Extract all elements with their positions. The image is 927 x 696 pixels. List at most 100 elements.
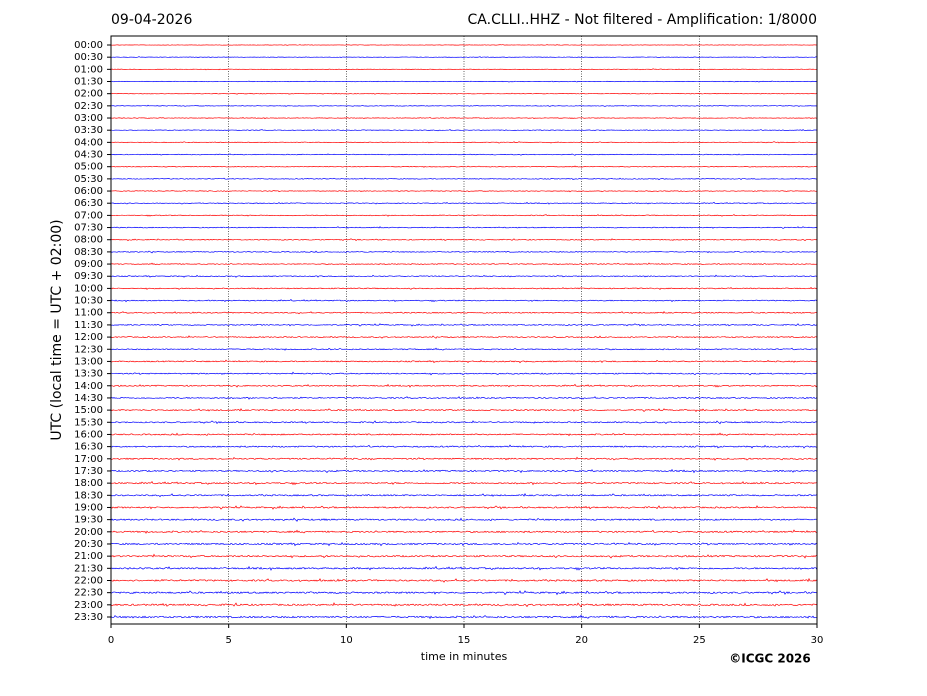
- y-tick-label: 22:00: [74, 575, 103, 586]
- y-tick-label: 08:00: [74, 235, 103, 246]
- seismic-trace: [110, 359, 818, 364]
- y-tick-label: 20:30: [74, 539, 103, 550]
- seismic-trace: [110, 44, 818, 46]
- seismic-trace: [110, 553, 818, 559]
- seismic-trace: [110, 335, 818, 339]
- y-tick-label: 07:30: [74, 223, 103, 234]
- seismic-trace: [110, 408, 818, 413]
- seismic-trace: [110, 311, 818, 315]
- seismic-trace: [110, 444, 818, 449]
- x-tick-label: 25: [693, 635, 706, 646]
- seismic-trace: [110, 80, 818, 83]
- seismic-trace: [110, 614, 818, 620]
- y-tick-label: 12:30: [74, 344, 103, 355]
- y-tick-label: 05:00: [74, 162, 103, 173]
- seismic-trace: [110, 590, 818, 596]
- x-tick-label: 5: [225, 635, 231, 646]
- y-tick-label: 10:00: [74, 283, 103, 294]
- y-tick-label: 20:00: [74, 527, 103, 538]
- y-tick-label: 03:00: [74, 113, 103, 124]
- seismic-trace: [110, 432, 818, 437]
- x-axis-label: time in minutes: [421, 650, 508, 663]
- seismic-trace: [110, 517, 818, 523]
- x-tick-label: 15: [458, 635, 471, 646]
- y-tick-label: 05:30: [74, 174, 103, 185]
- seismic-trace: [110, 577, 818, 583]
- y-tick-label: 14:00: [74, 381, 103, 392]
- y-tick-label: 16:30: [74, 442, 103, 453]
- y-tick-label: 01:00: [74, 64, 103, 75]
- seismic-trace: [110, 565, 818, 571]
- seismic-trace: [110, 153, 818, 156]
- seismic-trace: [110, 226, 818, 229]
- y-tick-label: 22:30: [74, 588, 103, 599]
- seismic-trace: [110, 493, 818, 498]
- y-tick-label: 02:30: [74, 101, 103, 112]
- seismic-trace: [110, 116, 818, 120]
- seismic-trace: [110, 129, 818, 132]
- seismic-trace: [110, 529, 818, 534]
- seismic-trace: [110, 104, 818, 107]
- seismic-trace: [110, 141, 818, 144]
- y-tick-label: 01:30: [74, 77, 103, 88]
- y-tick-label: 13:30: [74, 369, 103, 380]
- y-tick-label: 17:00: [74, 454, 103, 465]
- seismic-trace: [110, 274, 818, 278]
- seismic-trace: [110, 468, 818, 474]
- x-tick-label: 30: [811, 635, 824, 646]
- chart-title: CA.CLLI..HHZ - Not filtered - Amplificat…: [468, 12, 817, 28]
- seismic-trace: [110, 286, 818, 290]
- y-tick-label: 09:30: [74, 271, 103, 282]
- y-tick-label: 12:00: [74, 332, 103, 343]
- seismic-trace: [110, 371, 818, 376]
- y-tick-label: 00:00: [74, 40, 103, 51]
- chart-date: 09-04-2026: [111, 12, 192, 28]
- seismic-trace: [110, 396, 818, 400]
- y-tick-label: 00:30: [74, 52, 103, 63]
- y-tick-label: 17:30: [74, 466, 103, 477]
- y-tick-label: 09:00: [74, 259, 103, 270]
- seismic-trace: [110, 505, 818, 510]
- y-tick-label: 18:30: [74, 490, 103, 501]
- y-tick-label: 15:30: [74, 417, 103, 428]
- plot-frame: [110, 35, 818, 625]
- y-tick-label: 23:30: [74, 612, 103, 623]
- y-tick-label: 06:00: [74, 186, 103, 197]
- seismic-trace: [110, 347, 818, 351]
- y-axis-label: UTC (local time = UTC + 02:00): [49, 219, 65, 440]
- seismic-trace: [110, 250, 818, 254]
- y-tick-label: 19:00: [74, 502, 103, 513]
- seismic-trace: [110, 262, 818, 266]
- y-tick-label: 16:00: [74, 429, 103, 440]
- y-tick-label: 19:30: [74, 515, 103, 526]
- y-tick-label: 04:30: [74, 150, 103, 161]
- y-tick-label: 21:30: [74, 563, 103, 574]
- seismic-trace: [110, 602, 818, 608]
- y-tick-label: 07:00: [74, 210, 103, 221]
- y-tick-label: 03:30: [74, 125, 103, 136]
- y-tick-label: 11:30: [74, 320, 103, 331]
- seismic-trace: [110, 68, 818, 71]
- seismic-trace: [110, 456, 818, 461]
- seismic-trace: [110, 201, 818, 205]
- seismic-trace: [110, 189, 818, 193]
- x-tick-label: 0: [108, 635, 114, 646]
- y-tick-label: 21:00: [74, 551, 103, 562]
- seismic-trace: [110, 323, 818, 327]
- y-tick-label: 23:00: [74, 600, 103, 611]
- y-tick-label: 14:30: [74, 393, 103, 404]
- y-tick-label: 02:00: [74, 89, 103, 100]
- y-tick-label: 18:00: [74, 478, 103, 489]
- seismic-trace: [110, 541, 818, 547]
- y-tick-label: 06:30: [74, 198, 103, 209]
- seismic-trace: [110, 420, 818, 425]
- y-tick-label: 15:00: [74, 405, 103, 416]
- y-tick-label: 08:30: [74, 247, 103, 258]
- seismic-trace: [110, 383, 818, 388]
- copyright: ©ICGC 2026: [729, 652, 811, 666]
- y-tick-label: 04:00: [74, 137, 103, 148]
- seismic-trace: [110, 214, 818, 217]
- y-tick-label: 10:30: [74, 296, 103, 307]
